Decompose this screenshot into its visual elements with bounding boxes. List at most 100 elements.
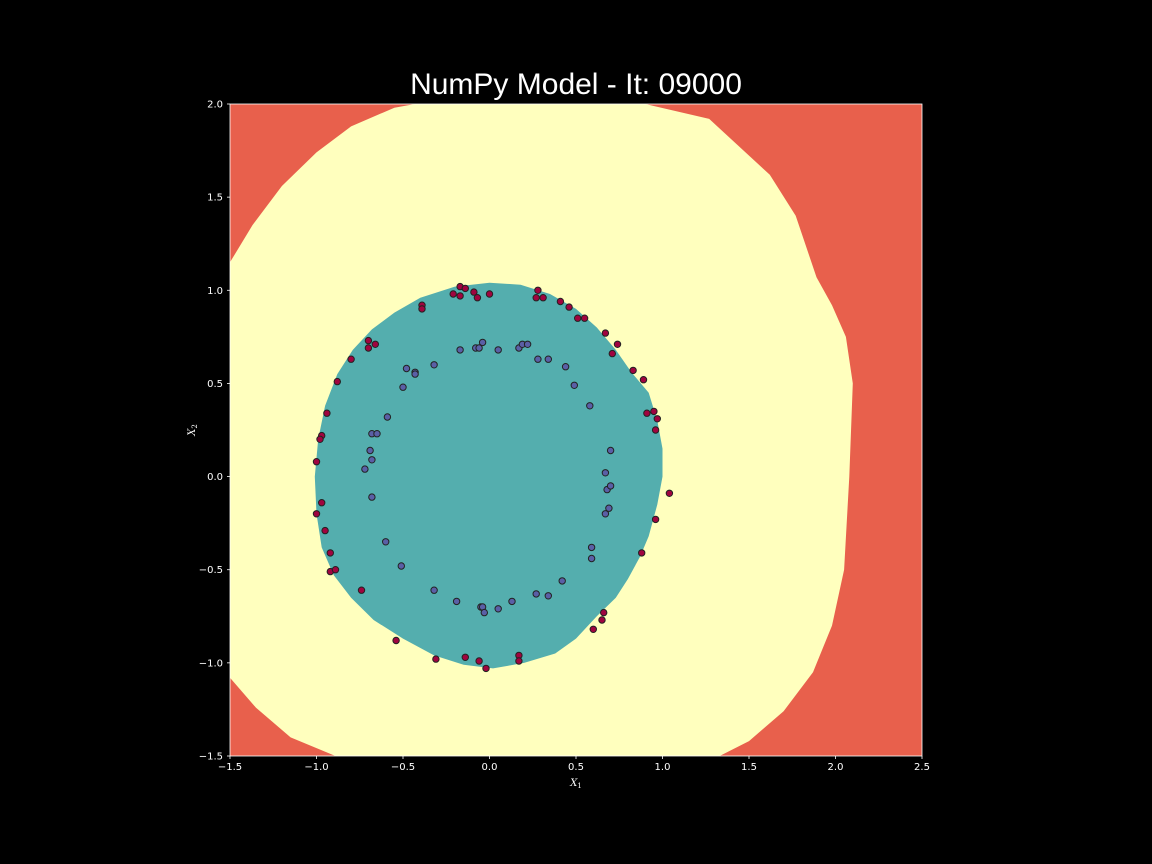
point-outer [629,366,637,375]
point-outer [364,344,373,352]
data-points [312,282,674,673]
x-tick-label: −0.5 [391,762,415,773]
point-outer [456,292,464,300]
point-outer [473,294,482,302]
point-outer [650,407,658,416]
point-inner [558,577,566,585]
point-outer [665,489,674,497]
point-outer [316,435,324,443]
point-outer [470,288,478,296]
point-outer [613,340,622,348]
point-outer [653,415,661,423]
point-inner [544,592,552,600]
point-inner [411,370,419,378]
y-axis-ticks: −1.5 −1.0 −0.5 0.0 0.5 1.0 1.5 2.0 [199,100,230,763]
point-outer [418,305,426,313]
x-tick-label: 1.0 [655,762,671,773]
point-inner [523,340,532,348]
point-outer [357,586,366,594]
point-inner [402,364,411,373]
point-outer [638,549,646,557]
y-tick-label: −0.5 [199,565,223,576]
y-tick-label: 1.5 [207,193,223,204]
point-outer [461,653,469,661]
point-outer [312,458,321,466]
point-inner [430,361,438,369]
point-outer [539,294,547,302]
y-tick-label: −1.5 [199,752,223,763]
point-inner [586,402,594,410]
point-outer [449,290,457,298]
point-inner [480,608,488,617]
point-outer [364,336,373,345]
point-inner [570,381,578,389]
point-inner [397,562,405,570]
x-axis-ticks: −1.5 −1.0 −0.5 0.0 0.5 1.0 1.5 2.0 2.5 [218,756,930,773]
point-outer [556,297,565,306]
y-tick-label: 0.0 [207,472,223,483]
point-outer [600,608,608,617]
y-axis-label: X2 [187,424,199,437]
decision-regions [230,104,922,756]
point-outer [482,664,490,673]
x-tick-label: 1.5 [741,762,757,773]
point-inner [366,446,374,455]
point-outer [392,636,400,645]
point-inner [383,413,392,421]
point-outer [312,510,321,518]
point-inner [532,590,540,598]
point-inner [456,346,464,354]
point-inner [361,465,369,473]
x-tick-label: −1.0 [304,762,328,773]
x-tick-label: 0.0 [482,762,498,773]
point-outer [432,655,440,663]
point-inner [382,538,390,546]
point-outer [651,426,660,434]
point-outer [331,566,340,574]
point-outer [347,355,355,363]
x-tick-label: 2.0 [828,762,844,773]
point-inner [605,504,613,512]
point-outer [461,284,469,293]
point-outer [371,340,379,348]
point-outer [321,526,329,535]
point-inner [373,430,381,438]
point-outer [475,657,483,665]
point-outer [323,409,331,417]
point-outer [639,376,648,384]
point-inner [475,344,483,352]
point-inner [587,554,596,563]
y-axis-label-group: X2 [187,424,199,437]
point-inner [606,446,615,455]
point-outer [565,303,573,311]
point-outer [598,616,606,624]
point-inner [606,482,615,490]
point-inner [601,510,610,518]
point-inner [534,355,542,363]
point-inner [561,363,570,371]
point-outer [589,625,597,633]
point-outer [608,349,616,358]
point-inner [399,383,407,391]
point-outer [651,515,660,524]
point-inner [368,493,376,501]
point-outer [532,294,540,302]
point-inner [478,338,487,347]
point-inner [544,355,552,363]
point-outer [574,314,582,322]
point-inner [601,469,610,477]
point-inner [494,605,502,613]
point-inner [494,346,502,354]
point-outer [601,329,610,337]
point-inner [587,543,596,552]
x-tick-label: −1.5 [218,762,242,773]
point-inner [430,586,438,594]
y-tick-label: 0.5 [207,379,223,390]
point-inner [452,597,461,606]
point-outer [534,286,542,294]
point-outer [326,549,334,557]
point-outer [515,657,523,665]
point-inner [508,597,516,606]
region-inner [314,282,663,669]
y-tick-label: 1.0 [207,286,223,297]
